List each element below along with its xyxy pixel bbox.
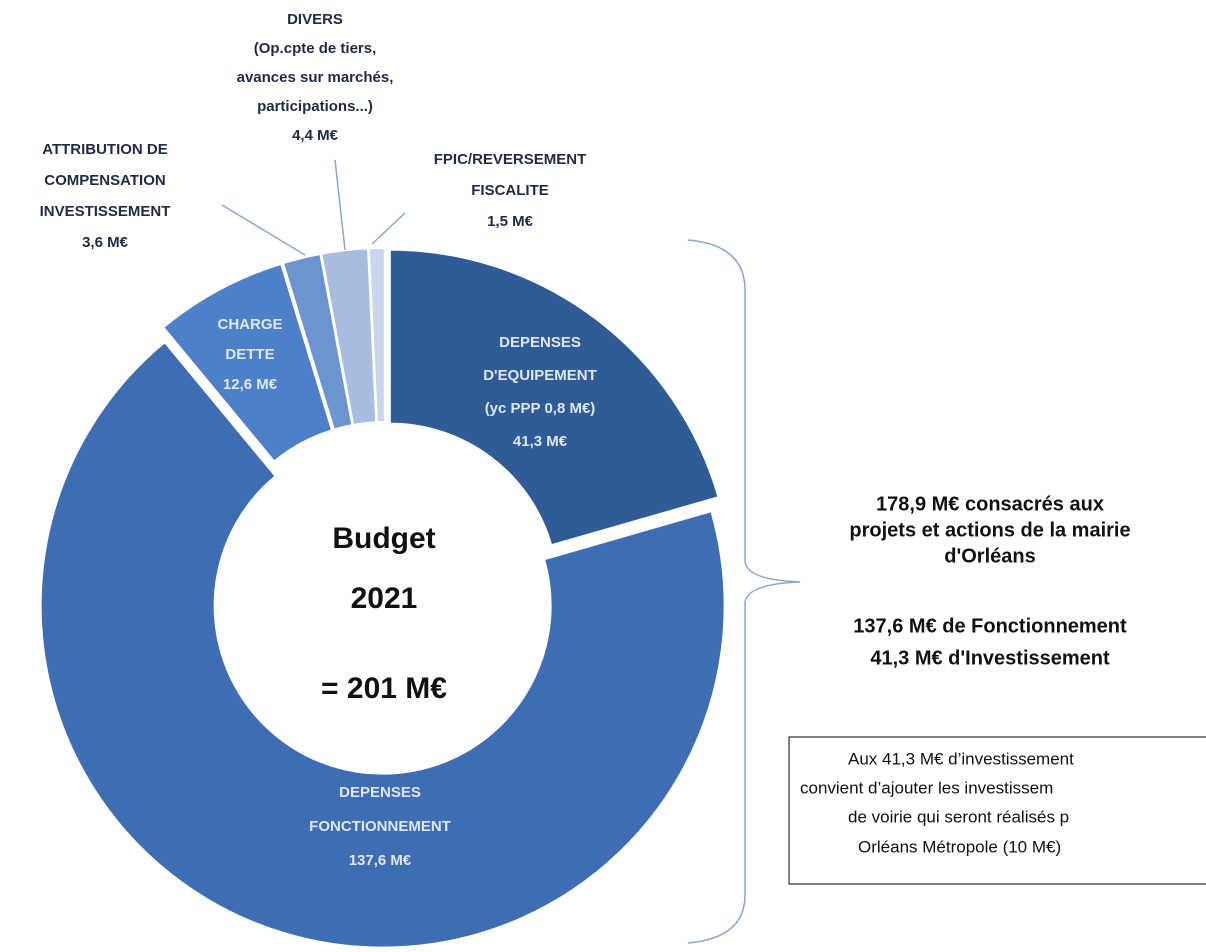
slice-label: FPIC/REVERSEMENT xyxy=(434,151,587,168)
slice-label: ATTRIBUTION DE xyxy=(42,141,168,158)
center-text: 2021 xyxy=(351,582,418,615)
slice-label: INVESTISSEMENT xyxy=(40,203,171,220)
slice xyxy=(388,248,720,547)
slice xyxy=(367,247,386,424)
slice-label: DEPENSES xyxy=(339,784,421,801)
value-label: 41,3 M€ xyxy=(513,433,568,450)
annotation: 137,6 M€ de Fonctionnement xyxy=(853,615,1127,637)
slice-label: FONCTIONNEMENT xyxy=(309,818,451,835)
center-text: Budget xyxy=(332,522,435,555)
slice-label: (Op.cpte de tiers, xyxy=(254,40,377,57)
slice-label: FISCALITE xyxy=(471,182,549,199)
slice-label: DETTE xyxy=(225,346,274,363)
slice-label: (yc PPP 0,8 M€) xyxy=(485,400,596,417)
bracket xyxy=(687,239,801,944)
note-text: Aux 41,3 M€ d’investissement xyxy=(848,749,1074,768)
slice xyxy=(161,262,334,463)
slice-label: DIVERS xyxy=(287,11,343,28)
slice-label: participations...) xyxy=(257,98,373,115)
annotation: 178,9 M€ consacrés aux xyxy=(876,493,1104,515)
value-label: 4,4 M€ xyxy=(292,127,339,144)
slice-label: CHARGE xyxy=(217,316,282,333)
slice xyxy=(39,340,726,949)
note-text: de voirie qui seront réalisés p xyxy=(848,807,1069,826)
value-label: 137,6 M€ xyxy=(349,852,412,869)
note-text: Orléans Métropole (10 M€) xyxy=(858,837,1061,856)
leader-line xyxy=(334,159,346,251)
annotation: 41,3 M€ d'Investissement xyxy=(870,647,1110,669)
value-label: 12,6 M€ xyxy=(223,376,278,393)
annotation: projets et actions de la mairie xyxy=(849,519,1130,541)
value-label: 1,5 M€ xyxy=(487,213,534,230)
leader-line xyxy=(221,204,306,256)
slice-label: avances sur marchés, xyxy=(237,69,394,86)
center-text: = 201 M€ xyxy=(321,672,447,705)
note-box xyxy=(788,736,1206,885)
note-text: convient d’ajouter les investissem xyxy=(800,778,1053,797)
slice-label: COMPENSATION xyxy=(44,172,165,189)
slice-label: DEPENSES xyxy=(499,334,581,351)
value-label: 3,6 M€ xyxy=(82,234,129,251)
slice-label: D'EQUIPEMENT xyxy=(483,367,597,384)
annotation: d'Orléans xyxy=(944,545,1035,567)
leader-line xyxy=(371,212,406,245)
